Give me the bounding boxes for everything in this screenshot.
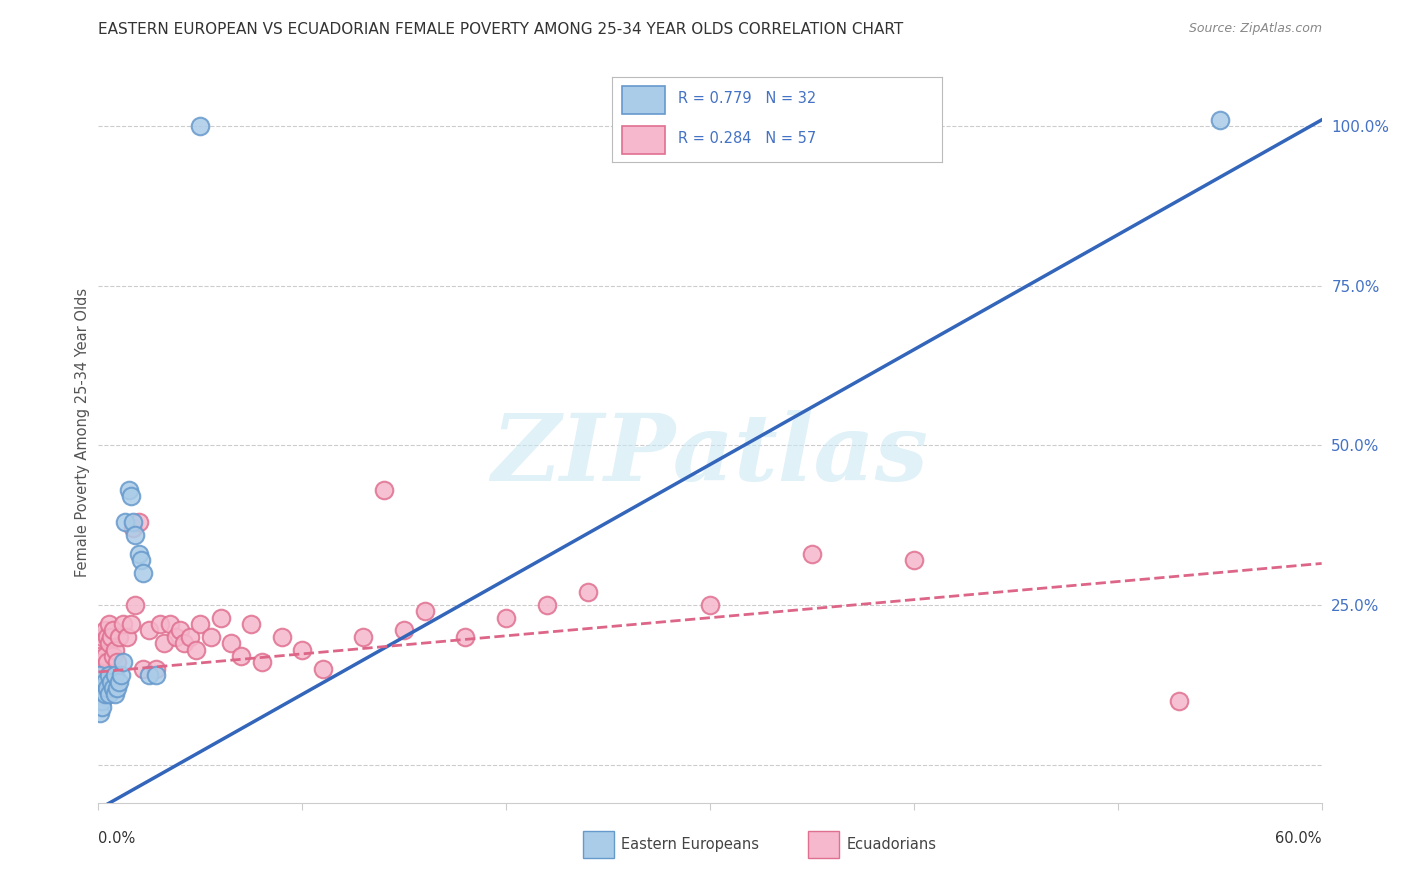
- Point: [91, 700, 114, 714]
- Text: 0.0%: 0.0%: [98, 831, 135, 846]
- Text: Eastern Europeans: Eastern Europeans: [621, 838, 759, 852]
- Point: [124, 527, 146, 541]
- Point: [1167, 694, 1189, 708]
- Point: [97, 687, 120, 701]
- Point: [536, 598, 558, 612]
- Point: [104, 642, 127, 657]
- Point: [101, 648, 124, 663]
- Point: [93, 624, 115, 638]
- Point: [145, 662, 167, 676]
- Point: [159, 617, 181, 632]
- Point: [104, 668, 127, 682]
- Point: [93, 687, 115, 701]
- Point: [129, 553, 152, 567]
- Point: [699, 598, 721, 612]
- Point: [108, 630, 131, 644]
- Point: [392, 624, 416, 638]
- Point: [128, 515, 150, 529]
- Point: [100, 674, 122, 689]
- Point: [101, 681, 124, 695]
- Point: [89, 648, 111, 663]
- Point: [128, 547, 150, 561]
- Point: [93, 648, 115, 663]
- Point: [373, 483, 395, 497]
- Point: [120, 617, 142, 632]
- Point: [454, 630, 477, 644]
- Point: [120, 490, 142, 504]
- Point: [138, 624, 160, 638]
- Point: [89, 681, 111, 695]
- Point: [188, 120, 212, 134]
- Point: [110, 668, 132, 682]
- Point: [413, 604, 436, 618]
- Point: [91, 681, 114, 695]
- Point: [89, 706, 111, 721]
- Point: [200, 630, 222, 644]
- Point: [97, 617, 120, 632]
- Point: [231, 648, 253, 663]
- Point: [186, 642, 208, 657]
- Text: Source: ZipAtlas.com: Source: ZipAtlas.com: [1188, 22, 1322, 36]
- Point: [105, 656, 128, 670]
- Point: [179, 630, 201, 644]
- Point: [108, 674, 131, 689]
- Text: 60.0%: 60.0%: [1275, 831, 1322, 846]
- Point: [219, 636, 242, 650]
- Point: [165, 630, 187, 644]
- Point: [96, 630, 118, 644]
- Point: [240, 617, 263, 632]
- Point: [89, 694, 111, 708]
- Point: [152, 636, 174, 650]
- Point: [188, 617, 212, 632]
- Text: ZIPatlas: ZIPatlas: [492, 409, 928, 500]
- Text: Ecuadorians: Ecuadorians: [846, 838, 936, 852]
- Point: [101, 624, 124, 638]
- Point: [576, 585, 599, 599]
- Point: [132, 662, 155, 676]
- Point: [122, 515, 145, 529]
- Point: [495, 611, 517, 625]
- Point: [250, 656, 273, 670]
- Point: [96, 656, 118, 670]
- Point: [100, 630, 122, 644]
- Point: [145, 668, 167, 682]
- Point: [111, 617, 134, 632]
- Point: [138, 668, 160, 682]
- Y-axis label: Female Poverty Among 25-34 Year Olds: Female Poverty Among 25-34 Year Olds: [75, 288, 90, 577]
- Point: [97, 636, 120, 650]
- Point: [96, 681, 118, 695]
- Point: [801, 547, 824, 561]
- Point: [91, 656, 114, 670]
- Text: EASTERN EUROPEAN VS ECUADORIAN FEMALE POVERTY AMONG 25-34 YEAR OLDS CORRELATION : EASTERN EUROPEAN VS ECUADORIAN FEMALE PO…: [98, 22, 904, 37]
- Point: [173, 636, 195, 650]
- Point: [104, 687, 127, 701]
- Point: [149, 617, 172, 632]
- Point: [89, 668, 111, 682]
- Point: [124, 598, 146, 612]
- Point: [270, 630, 294, 644]
- Point: [89, 662, 111, 676]
- Point: [93, 674, 115, 689]
- Point: [169, 624, 191, 638]
- Point: [352, 630, 374, 644]
- Point: [100, 668, 122, 682]
- Point: [97, 668, 120, 682]
- Point: [115, 630, 138, 644]
- Point: [132, 566, 155, 580]
- Point: [1209, 112, 1232, 127]
- Point: [903, 553, 925, 567]
- Point: [122, 521, 145, 535]
- Point: [91, 694, 114, 708]
- Point: [291, 642, 314, 657]
- Point: [105, 681, 128, 695]
- FancyBboxPatch shape: [808, 831, 839, 858]
- Point: [111, 656, 134, 670]
- FancyBboxPatch shape: [583, 831, 614, 858]
- Point: [209, 611, 232, 625]
- Point: [114, 515, 136, 529]
- Point: [118, 483, 141, 497]
- Point: [312, 662, 335, 676]
- Point: [91, 668, 114, 682]
- Point: [91, 630, 114, 644]
